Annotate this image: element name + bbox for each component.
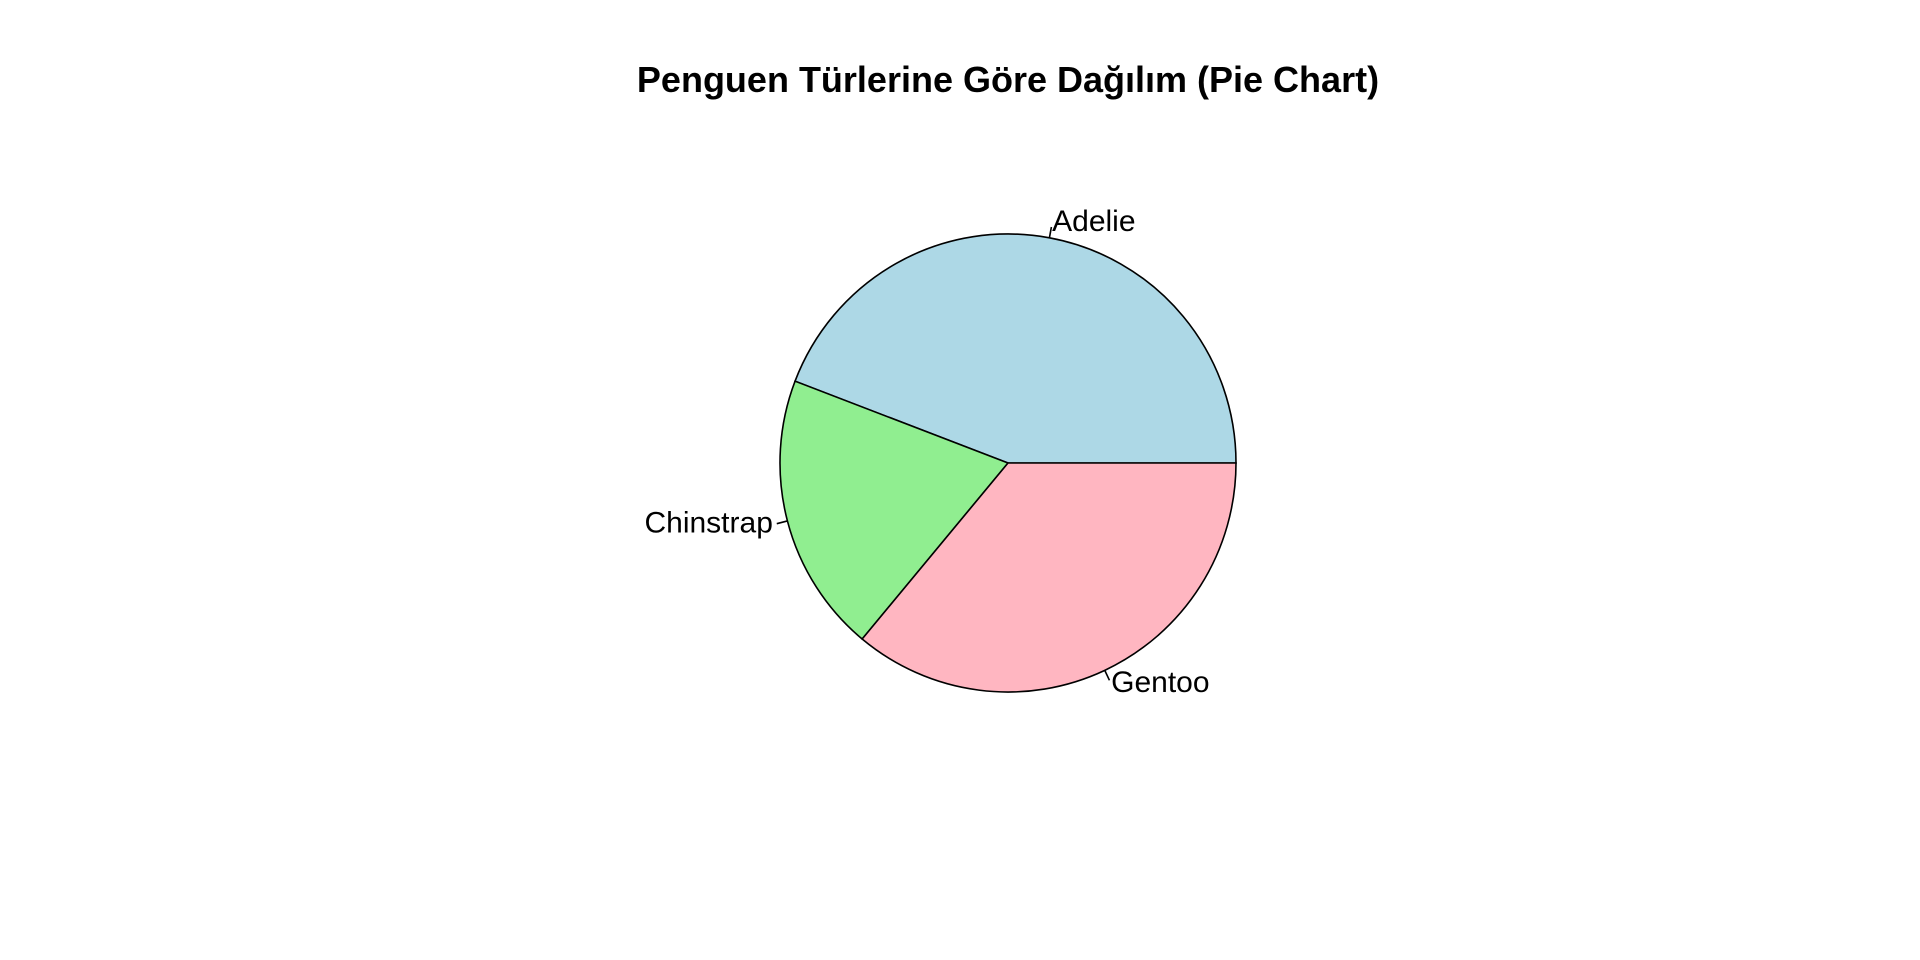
pie-slice-adelie: [794, 233, 1237, 464]
pie-label-chinstrap: Chinstrap: [644, 507, 772, 540]
pie-label-adelie: Adelie: [1052, 205, 1135, 238]
leader-line-gentoo: [1104, 670, 1111, 681]
pie-slice-chinstrap: [779, 380, 1010, 641]
pie-label-gentoo: Gentoo: [1111, 666, 1209, 699]
pie-labels: Adelie Chinstrap Gentoo: [644, 205, 1209, 699]
leader-line-adelie: [1048, 226, 1053, 238]
pie-slice-gentoo: [861, 462, 1237, 693]
pie-leader-lines: [776, 226, 1111, 681]
pie-slices: [779, 233, 1237, 693]
leader-line-chinstrap: [776, 520, 788, 525]
chart-title: Penguen Türlerine Göre Dağılım (Pie Char…: [637, 59, 1379, 100]
